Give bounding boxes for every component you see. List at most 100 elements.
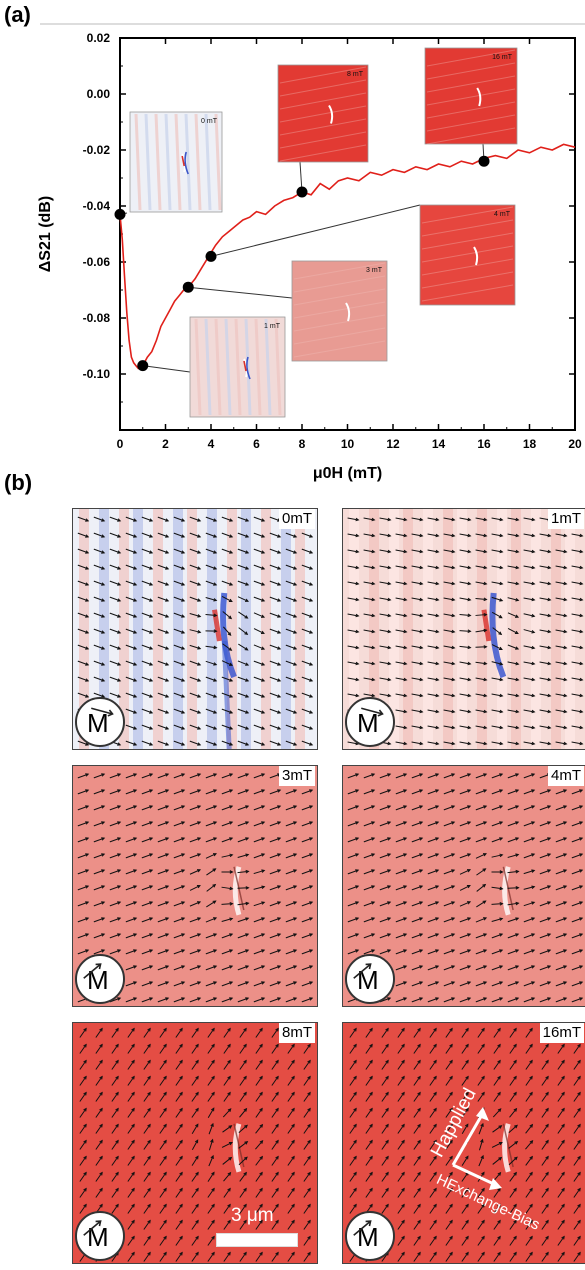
field-arrowhead: [563, 581, 568, 586]
field-arrow: [411, 981, 423, 987]
field-arrowhead: [451, 661, 456, 666]
field-arrow: [349, 1108, 357, 1118]
field-arrowhead: [147, 1219, 151, 1224]
field-arrowhead: [419, 805, 424, 809]
field-arrow: [301, 596, 313, 602]
field-arrow: [395, 885, 407, 891]
field-arrow: [381, 1188, 389, 1198]
field-arrowhead: [483, 565, 488, 570]
field-arrow: [191, 1076, 199, 1086]
field-arrow: [159, 1124, 167, 1134]
field-arrow: [379, 805, 391, 811]
field-arrow: [237, 981, 249, 987]
field-arrow: [301, 548, 313, 554]
field-arrow: [459, 917, 471, 923]
field-arrowhead: [197, 821, 202, 825]
field-arrow: [395, 981, 407, 987]
field-arrow: [475, 965, 487, 971]
m-arrow-shaft: [353, 1220, 372, 1236]
field-arrowhead: [244, 1140, 249, 1145]
field-arrow: [555, 629, 567, 633]
field-arrow: [477, 1028, 485, 1038]
field-arrow: [109, 789, 121, 795]
field-arrowhead: [307, 1251, 311, 1256]
field-arrow: [571, 565, 583, 569]
field-arrow: [493, 1220, 501, 1230]
field-arrowhead: [229, 694, 234, 698]
field-arrow: [269, 821, 281, 827]
panel-b-label: (b): [4, 470, 33, 495]
field-arrow: [363, 533, 375, 537]
inset-wall-blue: [246, 356, 251, 380]
field-arrowhead: [547, 949, 552, 953]
field-arrowhead: [195, 1187, 199, 1192]
field-arrow: [555, 709, 567, 713]
field-arrow: [476, 884, 486, 892]
field-arrowhead: [163, 1155, 167, 1160]
field-arrow: [271, 1252, 279, 1262]
field-arrowhead: [227, 632, 232, 636]
field-arrow: [173, 805, 185, 811]
field-arrowhead: [99, 1075, 103, 1080]
field-arrowhead: [133, 869, 138, 873]
field-arrowhead: [291, 1107, 295, 1112]
field-arrowhead: [483, 612, 488, 617]
field-arrow: [173, 821, 185, 827]
field-arrowhead: [227, 1108, 232, 1112]
field-arrowhead: [245, 949, 250, 953]
field-arrow: [221, 981, 233, 987]
field-arrowhead: [165, 789, 170, 793]
field-arrowhead: [293, 789, 298, 793]
field-arrow: [443, 949, 455, 955]
field-arrow: [379, 901, 391, 907]
field-arrowhead: [165, 534, 170, 538]
field-arrowhead: [499, 805, 504, 809]
field-arrow: [555, 549, 567, 553]
field-arrowhead: [85, 837, 90, 841]
field-arrowhead: [353, 1075, 357, 1080]
field-arrowhead: [481, 1171, 485, 1176]
field-arrow: [301, 853, 313, 859]
field-arrow: [93, 596, 105, 602]
field-arrowhead: [419, 709, 424, 714]
field-arrow: [157, 885, 169, 891]
inset-wall-feature: [476, 87, 482, 107]
field-arrowhead: [85, 614, 90, 618]
field-arrowhead: [515, 981, 520, 985]
field-arrowhead: [371, 821, 376, 825]
field-arrowhead: [261, 933, 266, 937]
field-arrowhead: [417, 1091, 421, 1096]
field-arrowhead: [211, 1171, 215, 1176]
field-arrow: [443, 597, 455, 601]
field-arrowhead: [561, 1059, 565, 1064]
field-arrow: [475, 565, 487, 569]
field-arrowhead: [194, 1139, 199, 1144]
field-arrow: [381, 1108, 389, 1118]
field-arrowhead: [293, 678, 298, 682]
field-arrowhead: [85, 853, 90, 857]
field-arrowhead: [419, 645, 424, 650]
magnetization-arrow-icon: [91, 707, 114, 717]
data-marker: [205, 250, 217, 262]
field-arrowhead: [309, 805, 314, 809]
field-arrow: [189, 708, 201, 714]
field-arrow: [555, 885, 567, 891]
field-arrowhead: [401, 1091, 405, 1096]
field-arrowhead: [451, 517, 456, 522]
field-arrowhead: [577, 1187, 581, 1192]
field-arrow: [461, 1204, 469, 1214]
field-arrowhead: [83, 1155, 87, 1160]
field-arrow: [221, 1142, 233, 1148]
field-arrow: [411, 965, 423, 971]
field-arrow: [347, 789, 359, 795]
field-arrow: [363, 869, 375, 875]
field-arrow: [175, 1124, 183, 1134]
field-arrowhead: [515, 886, 520, 890]
field-arrow: [365, 1188, 373, 1198]
field-arrow: [269, 580, 281, 586]
field-arrowhead: [131, 1171, 135, 1176]
field-arrow: [223, 1252, 231, 1262]
field-arrowhead: [101, 678, 106, 682]
field-arrow: [207, 1092, 215, 1102]
field-arrow: [93, 628, 105, 634]
